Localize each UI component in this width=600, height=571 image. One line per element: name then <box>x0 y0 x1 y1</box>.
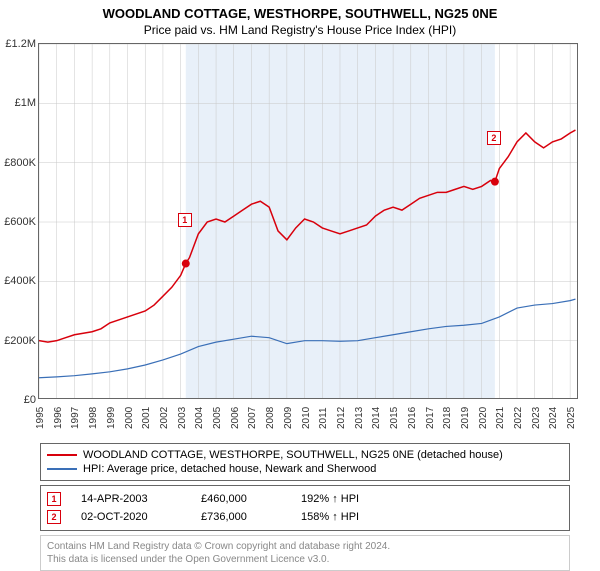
x-tick-label: 2022 <box>513 407 524 429</box>
footnote-line-1: Contains HM Land Registry data © Crown c… <box>47 540 563 553</box>
x-tick-label: 2002 <box>159 407 170 429</box>
sale-row: 2 02-OCT-2020 £736,000 158% ↑ HPI <box>47 508 563 526</box>
x-tick-label: 2001 <box>141 407 152 429</box>
x-tick-label: 1998 <box>88 407 99 429</box>
legend-color-swatch <box>47 468 77 470</box>
sale-row-pct: 192% ↑ HPI <box>301 493 401 505</box>
legend-color-swatch <box>47 454 77 456</box>
y-tick-label: £1M <box>0 97 36 109</box>
legend: WOODLAND COTTAGE, WESTHORPE, SOUTHWELL, … <box>40 443 570 481</box>
x-tick-label: 2017 <box>425 407 436 429</box>
x-tick-label: 2007 <box>247 407 258 429</box>
x-tick-label: 2015 <box>389 407 400 429</box>
x-tick-label: 2011 <box>318 407 329 429</box>
y-tick-label: £1.2M <box>0 38 36 50</box>
chart-svg <box>38 43 578 399</box>
x-tick-label: 2019 <box>460 407 471 429</box>
x-tick-label: 2023 <box>531 407 542 429</box>
legend-label: HPI: Average price, detached house, Newa… <box>83 463 376 475</box>
sale-marker-2: 2 <box>487 131 501 145</box>
x-tick-label: 2016 <box>407 407 418 429</box>
x-tick-label: 2009 <box>283 407 294 429</box>
x-tick-label: 2014 <box>371 407 382 429</box>
legend-row: HPI: Average price, detached house, Newa… <box>47 462 563 476</box>
x-tick-label: 1999 <box>106 407 117 429</box>
y-tick-label: £200K <box>0 335 36 347</box>
x-tick-label: 1997 <box>70 407 81 429</box>
x-tick-label: 2000 <box>124 407 135 429</box>
x-tick-label: 2008 <box>265 407 276 429</box>
chart-subtitle: Price paid vs. HM Land Registry's House … <box>0 21 600 43</box>
sale-row-marker: 2 <box>47 510 61 524</box>
x-tick-label: 2012 <box>336 407 347 429</box>
x-tick-label: 2025 <box>566 407 577 429</box>
x-tick-label: 2020 <box>478 407 489 429</box>
legend-row: WOODLAND COTTAGE, WESTHORPE, SOUTHWELL, … <box>47 448 563 462</box>
y-tick-label: £600K <box>0 216 36 228</box>
legend-label: WOODLAND COTTAGE, WESTHORPE, SOUTHWELL, … <box>83 449 503 461</box>
chart-title: WOODLAND COTTAGE, WESTHORPE, SOUTHWELL, … <box>0 0 600 21</box>
x-tick-label: 2018 <box>442 407 453 429</box>
sale-marker-1: 1 <box>178 213 192 227</box>
sale-row-date: 14-APR-2003 <box>81 493 181 505</box>
x-tick-label: 2004 <box>194 407 205 429</box>
sale-row-price: £460,000 <box>201 493 281 505</box>
y-tick-label: £0 <box>0 394 36 406</box>
x-tick-label: 1995 <box>35 407 46 429</box>
chart-container: { "title": "WOODLAND COTTAGE, WESTHORPE,… <box>0 0 600 560</box>
sale-row-marker: 1 <box>47 492 61 506</box>
y-tick-label: £800K <box>0 157 36 169</box>
x-tick-label: 2021 <box>495 407 506 429</box>
x-tick-label: 2005 <box>212 407 223 429</box>
x-tick-label: 2010 <box>301 407 312 429</box>
sale-row-price: £736,000 <box>201 511 281 523</box>
x-tick-label: 1996 <box>53 407 64 429</box>
x-tick-label: 2024 <box>548 407 559 429</box>
x-tick-label: 2003 <box>177 407 188 429</box>
chart-area: 1 2 1995 1996 1997 1998 1999 2000 2001 2002 2003 20… <box>38 43 598 437</box>
sale-row: 1 14-APR-2003 £460,000 192% ↑ HPI <box>47 490 563 508</box>
footnote: Contains HM Land Registry data © Crown c… <box>40 535 570 571</box>
x-tick-label: 2013 <box>354 407 365 429</box>
y-tick-label: £400K <box>0 275 36 287</box>
sale-row-date: 02-OCT-2020 <box>81 511 181 523</box>
x-tick-label: 2006 <box>230 407 241 429</box>
sale-row-pct: 158% ↑ HPI <box>301 511 401 523</box>
sales-table: 1 14-APR-2003 £460,000 192% ↑ HPI 2 02-OCT-20… <box>40 485 570 531</box>
